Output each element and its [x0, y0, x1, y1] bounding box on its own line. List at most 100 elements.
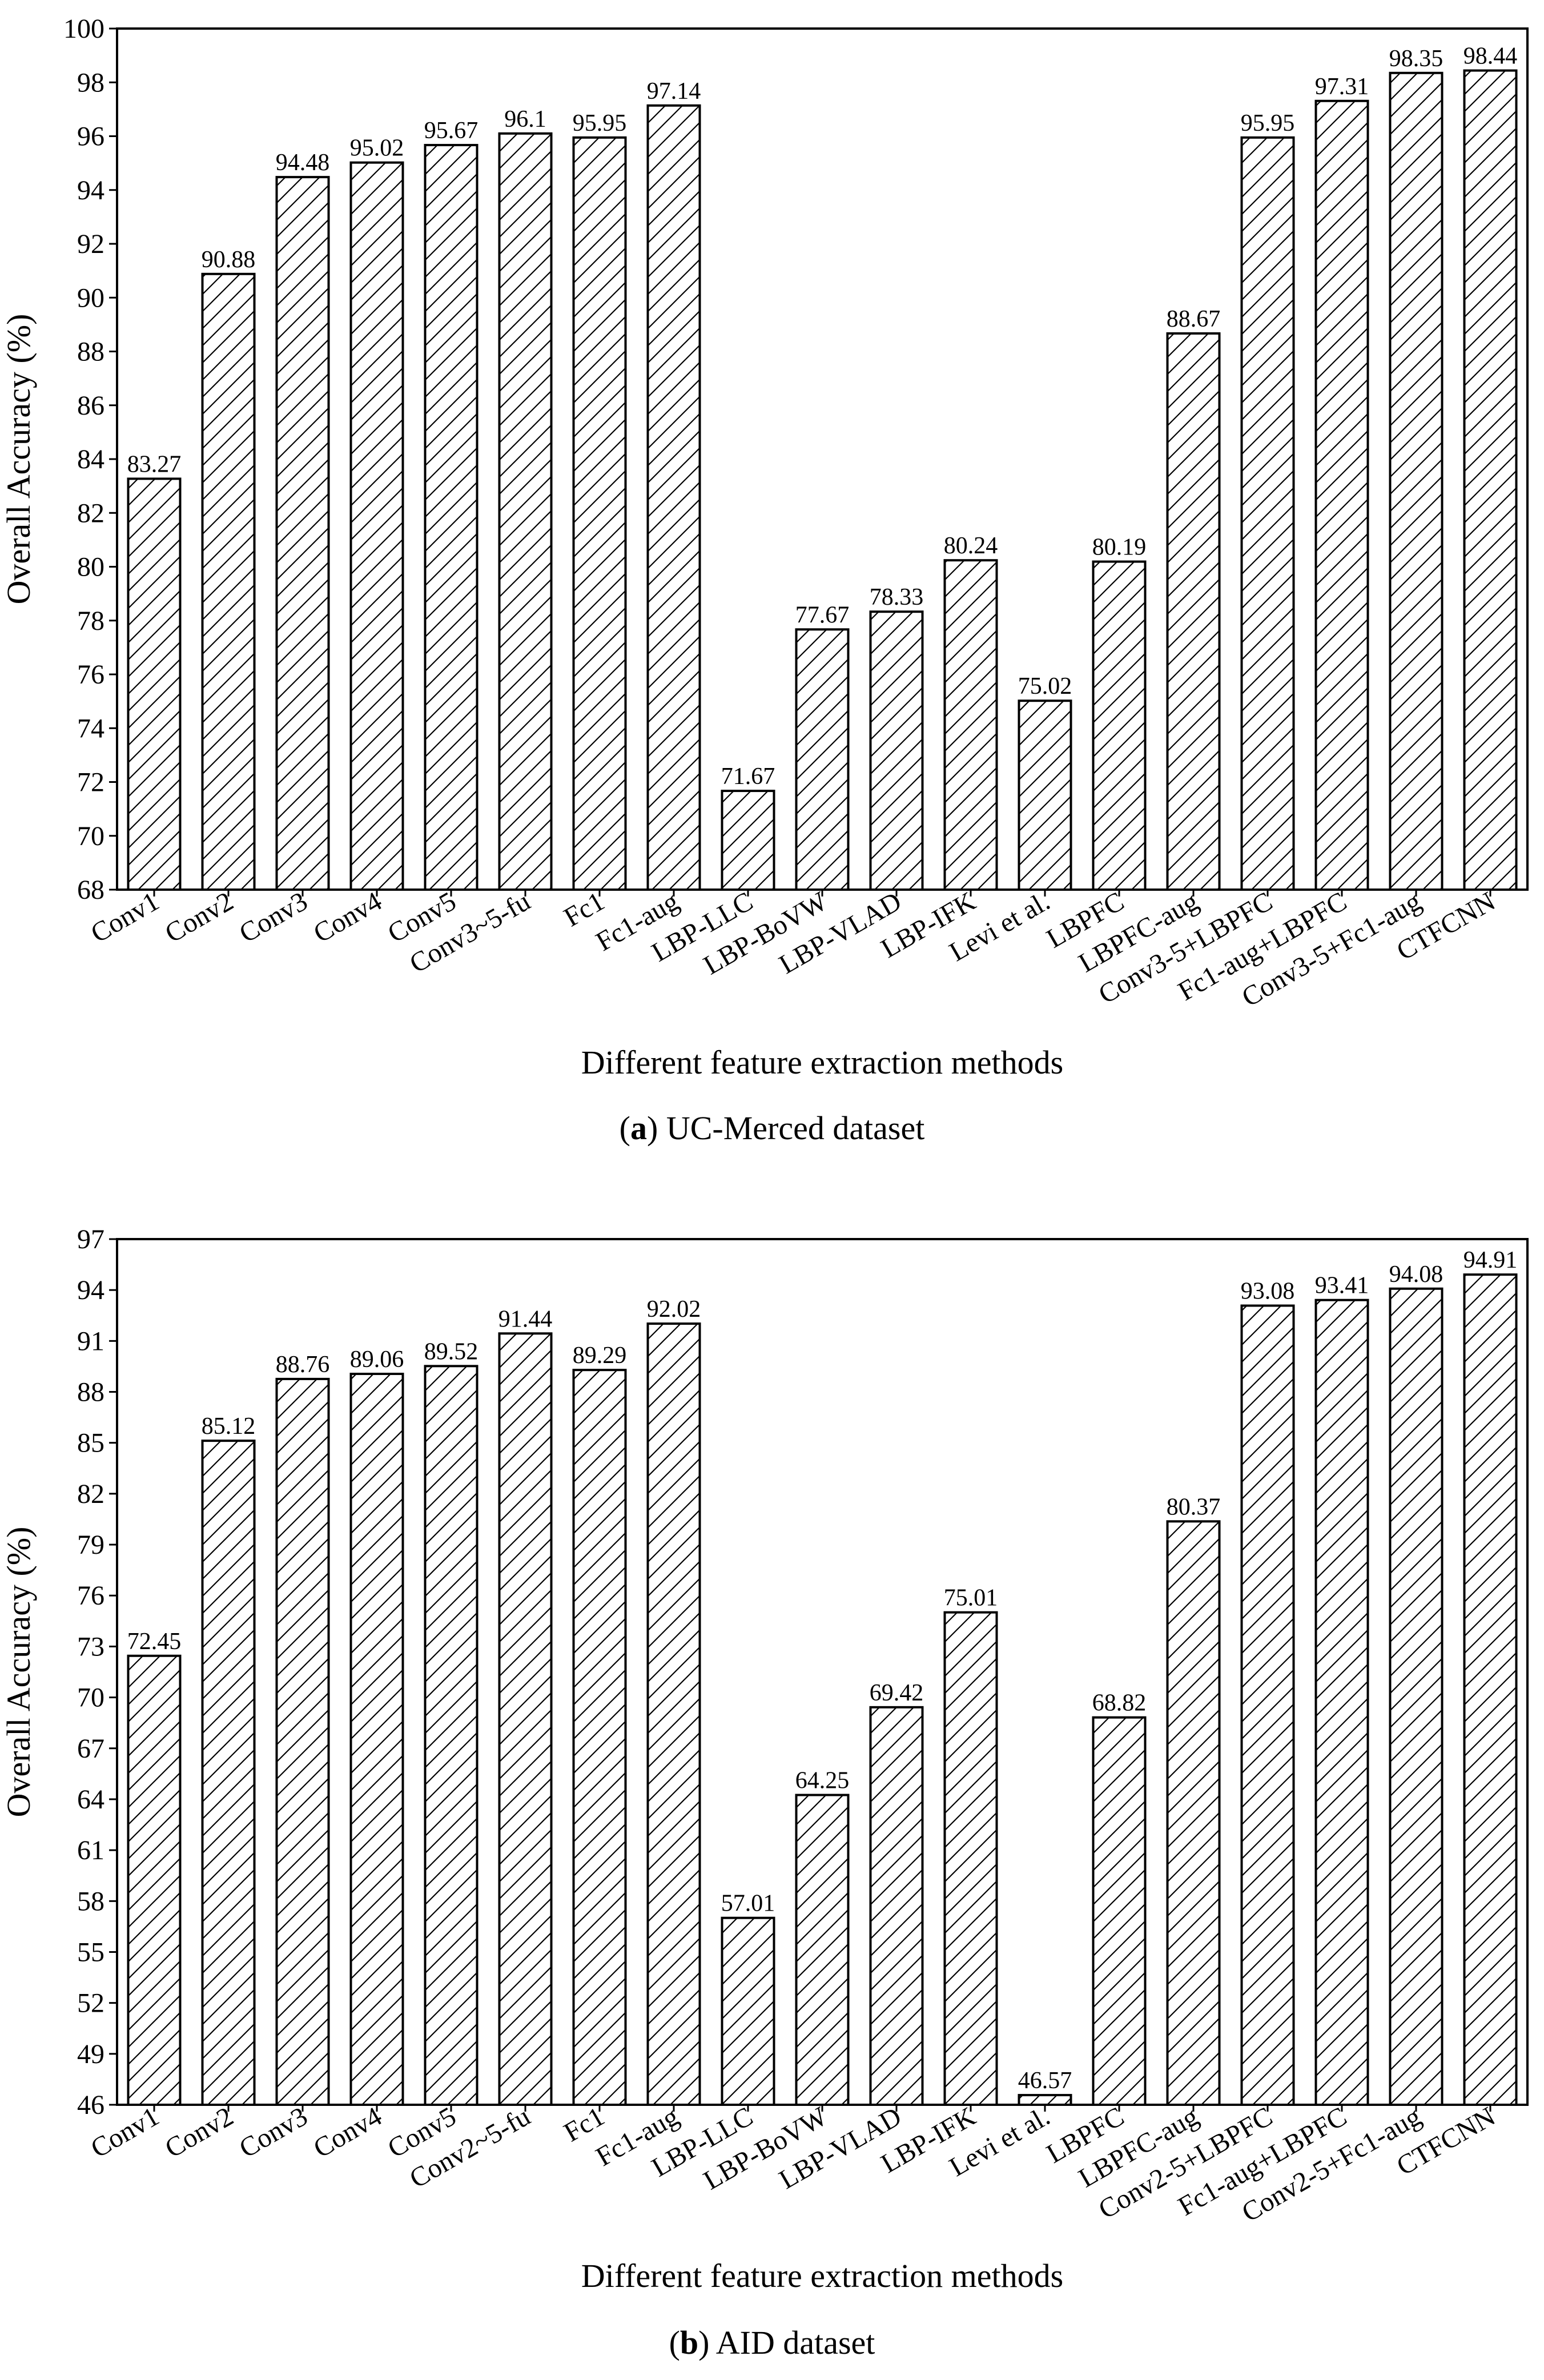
y-tick-label: 55 [77, 1937, 104, 1967]
y-tick-label: 76 [77, 660, 104, 690]
bar-conv3-5-fc1-aug [1389, 71, 1444, 891]
value-label: 97.31 [1315, 74, 1369, 100]
bar-fc1-aug-lbpfc [1314, 1298, 1369, 2106]
bar-conv4 [349, 1373, 404, 2106]
bar-levi-et-al- [1018, 2094, 1072, 2106]
value-label: 80.19 [1092, 534, 1147, 561]
bar-lbp-llc [721, 1916, 775, 2106]
y-tick-label: 79 [77, 1530, 104, 1560]
bar-conv5 [424, 144, 479, 891]
y-tick-label: 86 [77, 391, 104, 421]
y-tick-label: 97 [77, 1224, 104, 1255]
bar-conv5 [424, 1365, 479, 2106]
y-tick-label: 94 [77, 1275, 104, 1305]
value-label: 97.14 [647, 78, 701, 104]
bar-conv2-5-fc1-aug [1389, 1287, 1444, 2106]
value-label: 83.27 [127, 451, 182, 477]
value-label: 95.67 [424, 118, 479, 144]
bar-conv3-5-lbpfc [1240, 136, 1295, 891]
value-label: 96.1 [504, 106, 546, 132]
caption-letter: a [630, 1109, 647, 1147]
value-label: 71.67 [721, 763, 775, 790]
y-tick-label: 88 [77, 1377, 104, 1408]
category-label: Conv2 [160, 2101, 238, 2164]
bar-lbp-ifk [943, 1611, 998, 2106]
caption-text: UC-Merced dataset [666, 1109, 925, 1147]
y-axis-title: Overall Accuracy (%) [0, 1527, 37, 1818]
value-label: 95.95 [1241, 110, 1295, 136]
y-tick-label: 92 [77, 229, 104, 259]
bar-lbp-vlad [869, 1706, 924, 2106]
value-label: 46.57 [1018, 2068, 1072, 2094]
value-label: 89.06 [350, 1346, 404, 1373]
y-tick-label: 49 [77, 2039, 104, 2069]
value-label: 88.67 [1167, 306, 1221, 332]
value-label: 90.88 [202, 247, 256, 273]
value-label: 57.01 [721, 1891, 775, 1917]
y-tick-label: 94 [77, 175, 104, 206]
bar-lbpfc-aug [1166, 1520, 1221, 2106]
y-tick-label: 76 [77, 1581, 104, 1611]
bar-fc1 [572, 136, 627, 891]
y-tick-label: 90 [77, 283, 104, 313]
caption-letter: b [680, 2324, 698, 2361]
category-label: Conv3 [234, 886, 312, 949]
y-tick-label: 82 [77, 1479, 104, 1509]
bar-conv2-5-fu [498, 1332, 553, 2106]
value-label: 94.91 [1463, 1247, 1518, 1273]
bar-lbp-ifk [943, 559, 998, 891]
bar-fc1-aug [646, 104, 701, 891]
y-tick-label: 96 [77, 122, 104, 152]
figure-caption: (b) AID dataset [669, 2324, 875, 2361]
bar-lbp-llc [721, 790, 775, 891]
figure-caption: (a) UC-Merced dataset [620, 1109, 925, 1147]
chart-uc-merced: 68 70 72 74 76 78 80 82 84 86 88 90 92 94 96 98 100 83.27… [0, 14, 1529, 1147]
value-label: 98.44 [1463, 43, 1518, 70]
bar-lbp-vlad [869, 610, 924, 891]
value-label: 94.08 [1389, 1261, 1444, 1288]
value-label: 93.08 [1241, 1279, 1295, 1305]
y-tick-label: 58 [77, 1886, 104, 1916]
value-label: 89.52 [424, 1338, 479, 1365]
y-tick-label: 98 [77, 67, 104, 98]
y-tick-label: 70 [77, 1683, 104, 1713]
y-tick-label: 46 [77, 2090, 104, 2120]
value-label: 85.12 [202, 1413, 256, 1440]
bar-conv2 [201, 272, 256, 891]
value-label: 80.37 [1167, 1494, 1221, 1520]
bar-conv1 [127, 477, 182, 891]
y-tick-label: 88 [77, 337, 104, 367]
bar-conv2-5-lbpfc [1240, 1304, 1295, 2106]
bar-lbp-bovw [795, 1794, 850, 2106]
bar-conv3 [275, 176, 330, 891]
value-label: 91.44 [498, 1306, 553, 1332]
y-tick-label: 64 [77, 1784, 104, 1815]
bar-fc1-aug [646, 1322, 701, 2106]
x-axis-title: Different feature extraction methods [581, 2257, 1063, 2294]
y-tick-label: 72 [77, 767, 104, 798]
value-label: 95.95 [573, 110, 627, 136]
value-label: 75.01 [944, 1585, 998, 1611]
bar-ctfcnn [1463, 1273, 1518, 2106]
bar-conv1 [127, 1654, 182, 2106]
y-axis-title: Overall Accuracy (%) [0, 314, 37, 605]
y-tick-label: 68 [77, 875, 104, 905]
category-label: Conv2 [160, 886, 238, 949]
y-tick-label: 73 [77, 1631, 104, 1662]
value-label: 75.02 [1018, 673, 1072, 699]
bar-conv3-5-fu [498, 132, 553, 891]
value-label: 89.29 [573, 1342, 627, 1369]
bar-conv2 [201, 1440, 256, 2106]
bar-lbpfc-aug [1166, 332, 1221, 891]
x-axis-title: Different feature extraction methods [581, 1044, 1063, 1081]
value-label: 80.24 [944, 533, 998, 559]
value-label: 69.42 [870, 1680, 924, 1706]
caption-text: AID dataset [716, 2324, 875, 2361]
y-tick-label: 52 [77, 1988, 104, 2019]
value-label: 93.41 [1315, 1273, 1369, 1299]
value-label: 68.82 [1092, 1690, 1147, 1716]
y-tick-label: 78 [77, 606, 104, 636]
y-tick-label: 80 [77, 552, 104, 582]
value-label: 95.02 [350, 135, 404, 162]
bar-fc1 [572, 1369, 627, 2106]
